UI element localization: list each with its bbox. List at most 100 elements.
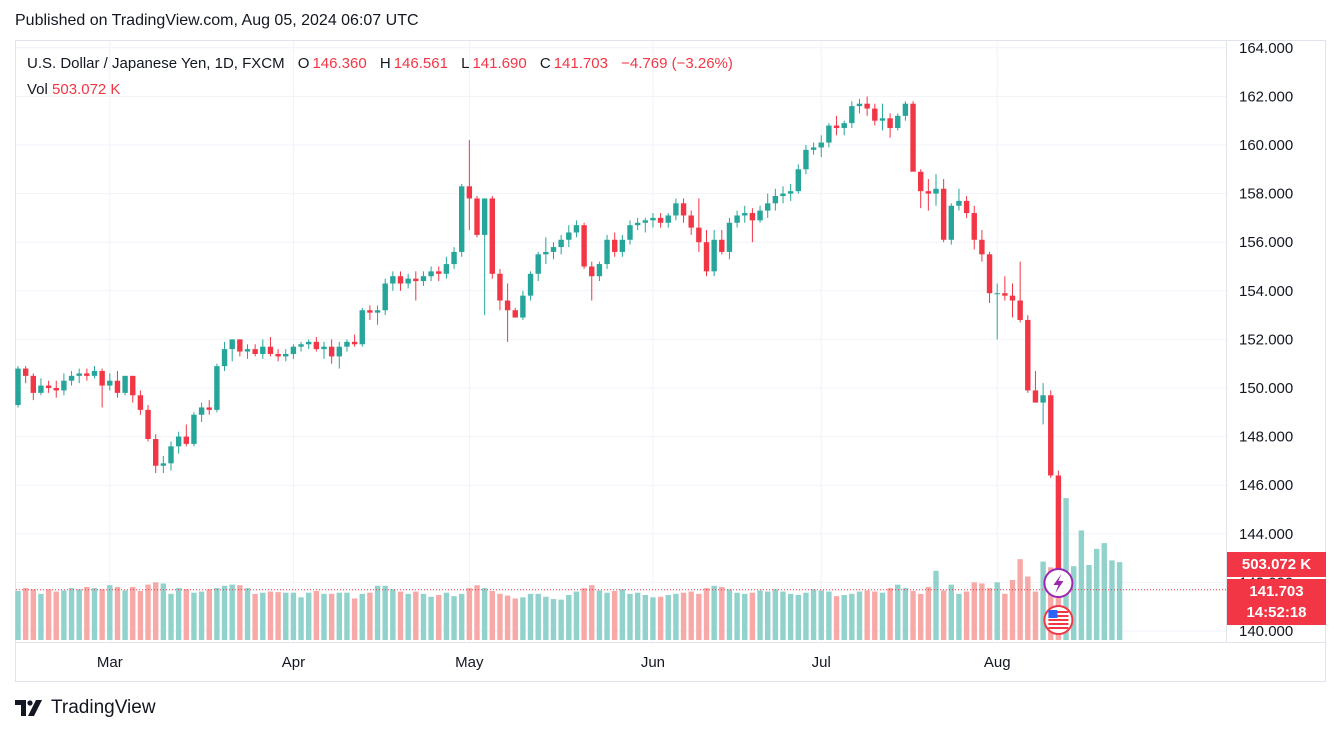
volume-bar (336, 592, 342, 640)
candle-body (206, 407, 212, 410)
candle-body (1048, 395, 1054, 476)
candle-body (772, 196, 779, 204)
volume-bar (466, 588, 473, 640)
candle-body (918, 171, 924, 192)
volume-bar (703, 588, 710, 640)
x-tick-label: May (455, 654, 484, 671)
candle-body (68, 375, 75, 381)
candle-body (443, 264, 450, 274)
candle (267, 336, 274, 357)
candle-body (826, 125, 832, 143)
volume-bar (420, 593, 427, 640)
volume-bar (543, 596, 549, 640)
candle-body (22, 368, 29, 376)
candle (872, 103, 878, 126)
y-tick-label: 154.000 (1239, 283, 1293, 300)
candle-body (91, 370, 98, 376)
candle (612, 232, 618, 257)
candle-body (581, 225, 587, 267)
volume-bar (596, 590, 603, 640)
volume-bar (642, 595, 648, 640)
volume-bar (175, 588, 182, 640)
volume-bar (787, 593, 794, 640)
candle (84, 368, 90, 381)
candle-body (313, 341, 320, 350)
candle (1040, 383, 1046, 425)
volume-bar (933, 570, 939, 640)
candle (826, 123, 832, 148)
candle (428, 266, 434, 282)
volume-bar (589, 585, 595, 640)
volume-bar (711, 585, 717, 640)
volume-bar (573, 591, 580, 640)
volume-bar (504, 595, 511, 640)
volume-bar (428, 596, 434, 640)
candle (1025, 315, 1031, 393)
candle (895, 113, 901, 131)
y-tick-label: 164.000 (1239, 40, 1293, 57)
volume-bar (948, 584, 954, 640)
candle-body (45, 385, 52, 388)
volume-bar (872, 591, 878, 640)
volume-bar (237, 585, 243, 640)
volume-price-tag: 503.072 K (1227, 552, 1326, 577)
volume-bar (566, 595, 572, 640)
candle-body (696, 227, 702, 243)
volume-bar (267, 591, 274, 640)
chart-frame (15, 40, 1326, 682)
candle (772, 188, 779, 211)
candle-body (114, 380, 121, 393)
candle-body (351, 341, 358, 345)
candle-body (849, 106, 855, 124)
footer-brand[interactable]: TradingView (15, 697, 156, 719)
volume-bar (856, 591, 863, 640)
candle (589, 261, 595, 301)
candle-body (275, 353, 281, 357)
candle-body (76, 373, 82, 376)
volume-bar (772, 589, 779, 640)
candle (841, 120, 847, 136)
volume-bar (351, 598, 358, 640)
us-flag-stripe (1048, 619, 1069, 621)
candle (765, 193, 771, 218)
y-tick-label: 140.000 (1239, 623, 1293, 640)
candle-body (558, 239, 564, 248)
candle-body (726, 222, 733, 252)
candle-body (30, 375, 36, 393)
candle (902, 101, 909, 121)
candle (443, 256, 450, 279)
volume-bar (275, 592, 281, 640)
candle-body (887, 118, 893, 128)
candle (749, 208, 756, 243)
candle (122, 375, 128, 396)
candle-body (214, 366, 220, 410)
candle-body (405, 278, 411, 284)
volume-bar (986, 588, 993, 640)
candle-body (497, 273, 503, 301)
volume-bar (1040, 561, 1046, 640)
volume-bar (22, 588, 29, 640)
candle (466, 140, 473, 231)
candle (573, 220, 580, 238)
volume-bar (382, 585, 388, 640)
last-price-tag: 141.703 14:52:18 (1227, 579, 1326, 625)
x-tick-label: Jun (641, 654, 665, 671)
candle (22, 366, 29, 384)
candle-body (382, 283, 388, 311)
candle-body (474, 198, 480, 235)
candle (963, 196, 970, 218)
us-flag-stripe (1048, 611, 1069, 613)
candle (15, 366, 21, 408)
candle (910, 101, 916, 172)
candle (382, 278, 388, 316)
candle-body (1009, 295, 1016, 301)
volume-bar (612, 590, 618, 640)
volume-bar (1086, 565, 1092, 640)
candle-body (183, 436, 189, 444)
candle-body (99, 370, 105, 386)
candle (137, 390, 144, 415)
last-price-text: 141.703 (1249, 583, 1304, 600)
volume-bar (298, 597, 304, 640)
candle (994, 283, 1000, 340)
